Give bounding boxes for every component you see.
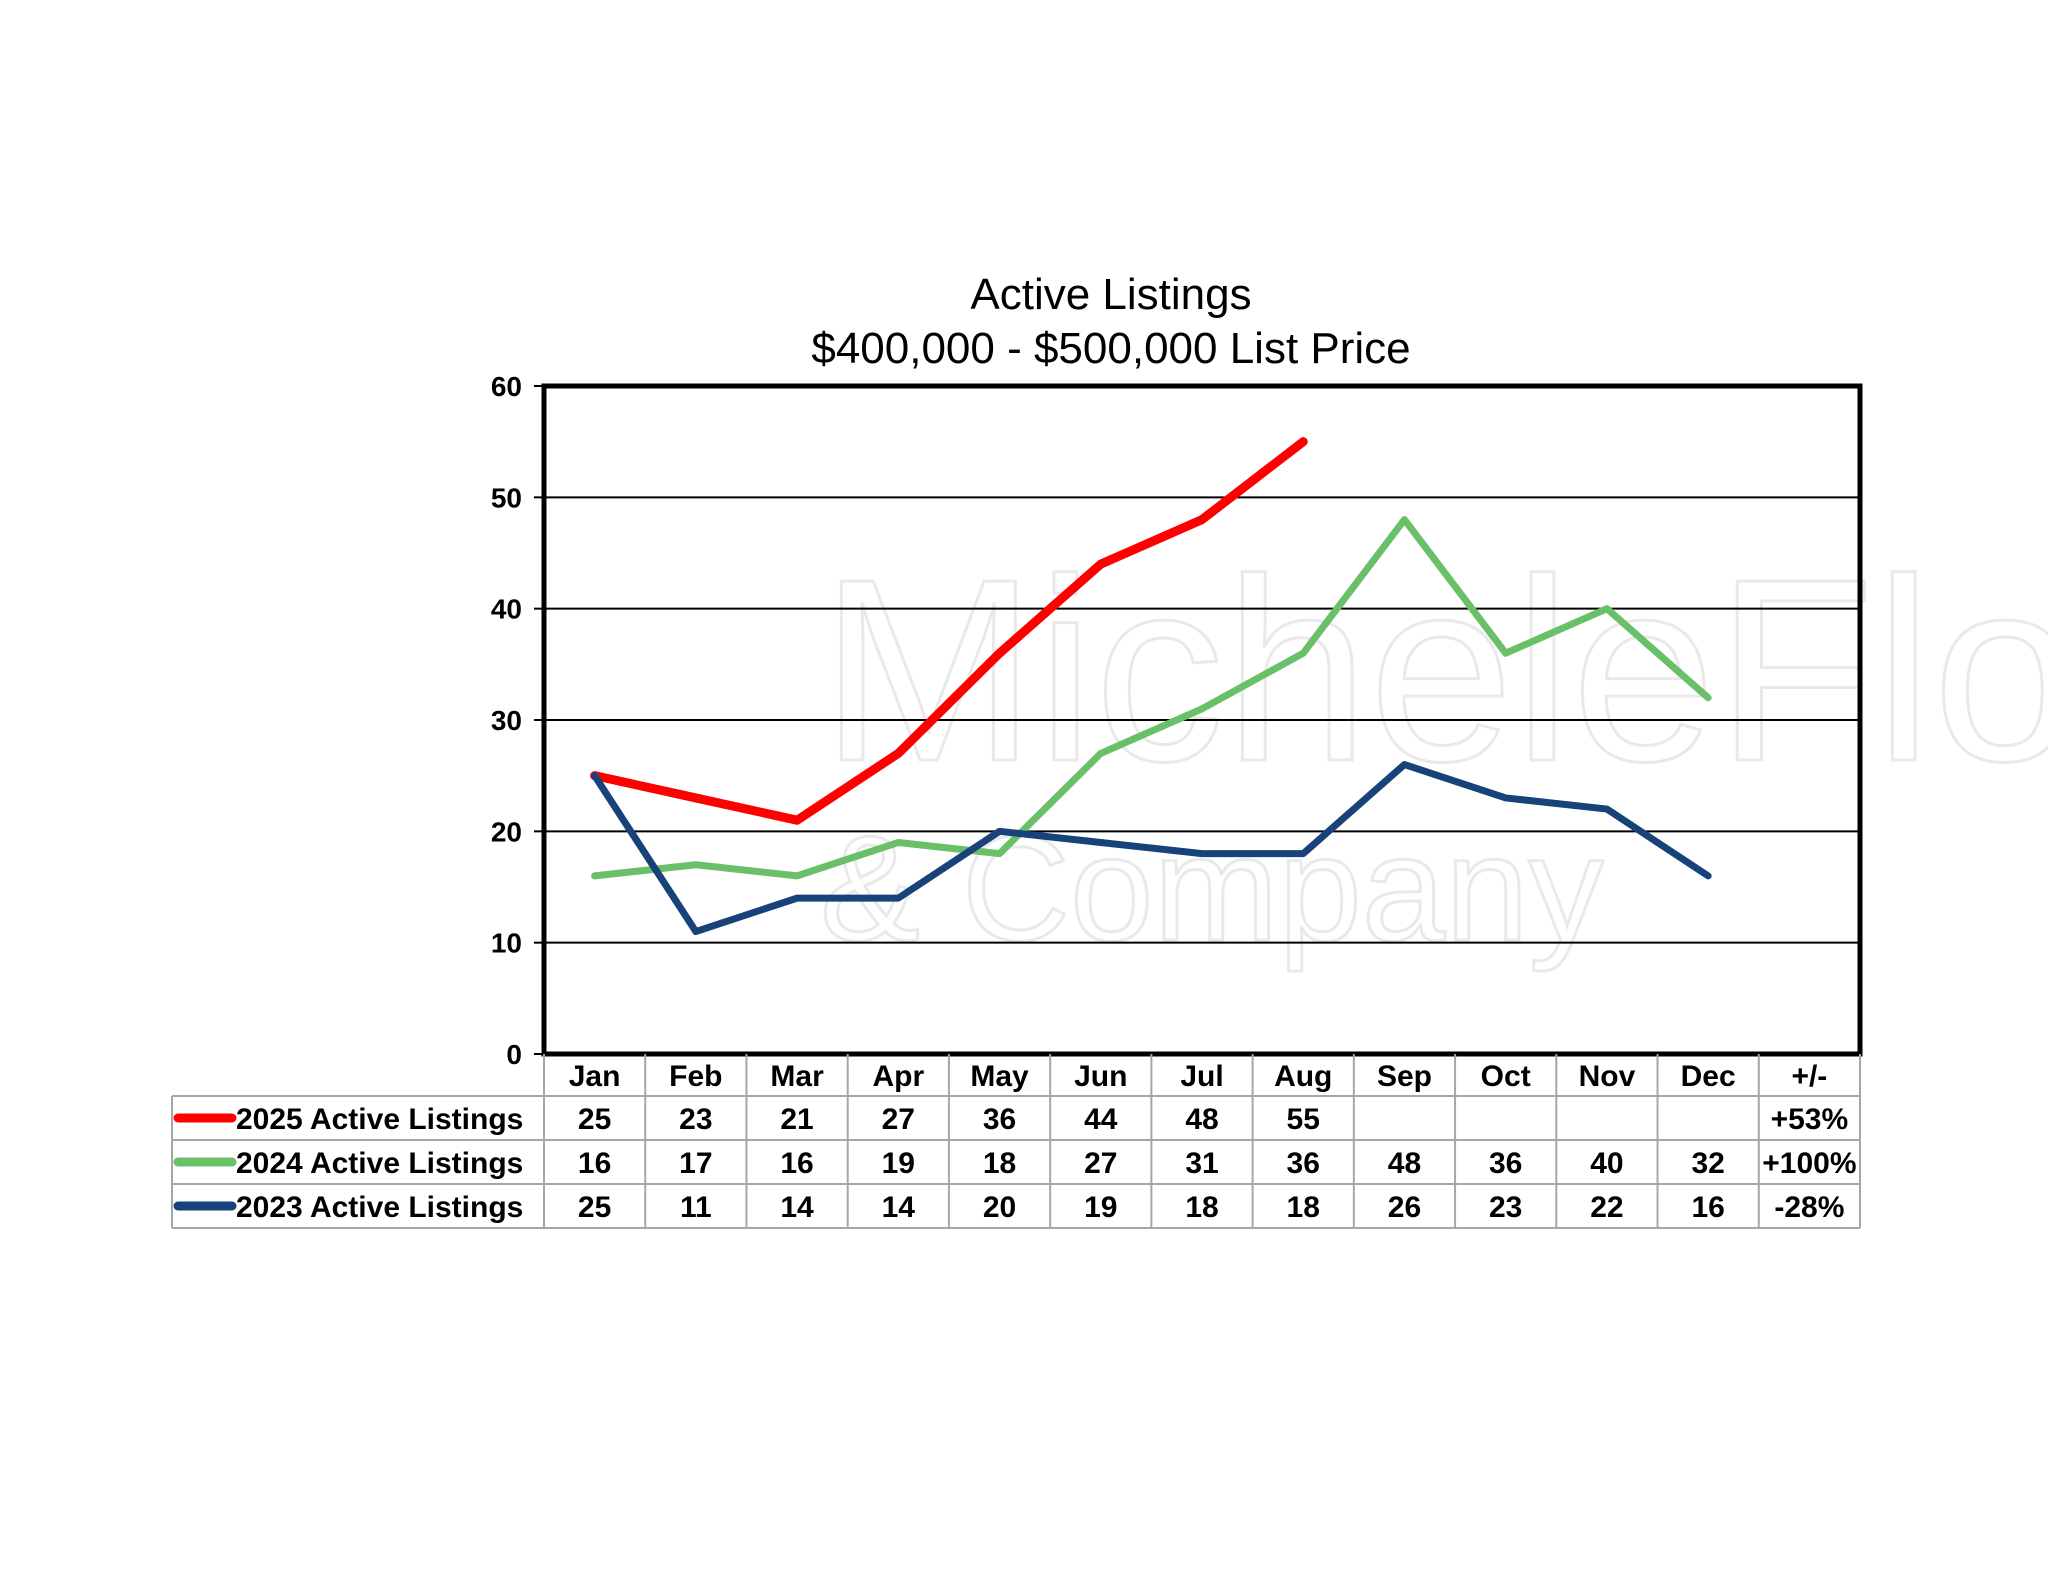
data-label-1-10: 40 (1590, 1147, 1623, 1180)
data-label-2-10: 22 (1590, 1191, 1623, 1224)
y-tick-label-20: 20 (491, 816, 522, 847)
chart-subtitle: $400,000 - $500,000 List Price (811, 324, 1410, 373)
x-tick-label-dec: Dec (1681, 1060, 1736, 1093)
data-label-0-1: 23 (679, 1103, 712, 1136)
data-label-2-6: 18 (1185, 1191, 1218, 1224)
data-label-1-5: 27 (1084, 1147, 1117, 1180)
gridlines (544, 496, 1860, 944)
data-label-2-7: 18 (1287, 1191, 1320, 1224)
data-label-0-5: 44 (1084, 1103, 1118, 1136)
data-label-1-0: 16 (578, 1147, 611, 1180)
series-line-0 (590, 437, 1308, 825)
data-label-2-2: 14 (780, 1191, 814, 1224)
change-value-0: +53% (1771, 1103, 1849, 1136)
data-label-1-1: 17 (679, 1147, 712, 1180)
data-label-1-2: 16 (780, 1147, 813, 1180)
series-lines (590, 437, 1712, 936)
legend-label-0: 2025 Active Listings (236, 1103, 523, 1136)
series-line-2 (591, 761, 1712, 936)
watermark-line-2: & Company (820, 804, 1604, 972)
data-label-1-8: 48 (1388, 1147, 1421, 1180)
change-header: +/- (1791, 1060, 1827, 1093)
change-value-1: +100% (1762, 1147, 1856, 1180)
x-tick-label-mar: Mar (770, 1060, 824, 1093)
watermark-line-1: MicheleFlory (820, 526, 2048, 817)
x-tick-label-aug: Aug (1274, 1060, 1332, 1093)
data-label-2-8: 26 (1388, 1191, 1421, 1224)
x-tick-label-jun: Jun (1074, 1060, 1127, 1093)
data-table: Jan Feb Mar Apr May Jun Jul Aug Sep Oct Nov Dec +/- 2… (171, 1054, 1861, 1229)
data-label-0-7: 55 (1287, 1103, 1320, 1136)
change-value-2: -28% (1774, 1191, 1844, 1224)
data-label-1-6: 31 (1185, 1147, 1218, 1180)
data-label-2-11: 16 (1691, 1191, 1724, 1224)
data-label-0-0: 25 (578, 1103, 611, 1136)
chart-title: Active Listings (970, 270, 1251, 319)
data-label-2-3: 14 (882, 1191, 916, 1224)
x-tick-label-jan: Jan (569, 1060, 621, 1093)
x-tick-label-apr: Apr (872, 1060, 924, 1093)
y-axis: 0 10 20 30 40 50 60 (491, 371, 1863, 1070)
data-label-2-5: 19 (1084, 1191, 1117, 1224)
x-tick-label-nov: Nov (1579, 1060, 1636, 1093)
y-tick-label-50: 50 (491, 482, 522, 513)
data-label-1-11: 32 (1691, 1147, 1724, 1180)
data-label-1-4: 18 (983, 1147, 1016, 1180)
data-label-0-6: 48 (1185, 1103, 1218, 1136)
y-tick-label-40: 40 (491, 594, 522, 625)
data-label-0-2: 21 (780, 1103, 813, 1136)
legend-label-1: 2024 Active Listings (236, 1147, 523, 1180)
watermark-logo: MicheleFlory & Company (819, 525, 2048, 974)
x-tick-label-may: May (970, 1060, 1029, 1093)
y-tick-label-0: 0 (506, 1039, 522, 1070)
data-label-0-4: 36 (983, 1103, 1016, 1136)
x-tick-label-jul: Jul (1180, 1060, 1223, 1093)
y-tick-label-10: 10 (491, 928, 522, 959)
y-tick-label-30: 30 (491, 705, 522, 736)
x-tick-label-feb: Feb (669, 1060, 722, 1093)
data-label-2-1: 11 (680, 1191, 712, 1224)
data-label-2-4: 20 (983, 1191, 1016, 1224)
legend-label-2: 2023 Active Listings (236, 1191, 523, 1224)
x-tick-label-sep: Sep (1377, 1060, 1432, 1093)
data-label-2-9: 23 (1489, 1191, 1522, 1224)
data-label-1-7: 36 (1287, 1147, 1320, 1180)
data-label-2-0: 25 (578, 1191, 611, 1224)
data-label-1-3: 19 (882, 1147, 915, 1180)
data-label-0-3: 27 (882, 1103, 915, 1136)
x-tick-label-oct: Oct (1481, 1060, 1531, 1093)
series-line-1 (591, 516, 1712, 880)
data-label-1-9: 36 (1489, 1147, 1522, 1180)
y-tick-label-60: 60 (491, 371, 522, 402)
